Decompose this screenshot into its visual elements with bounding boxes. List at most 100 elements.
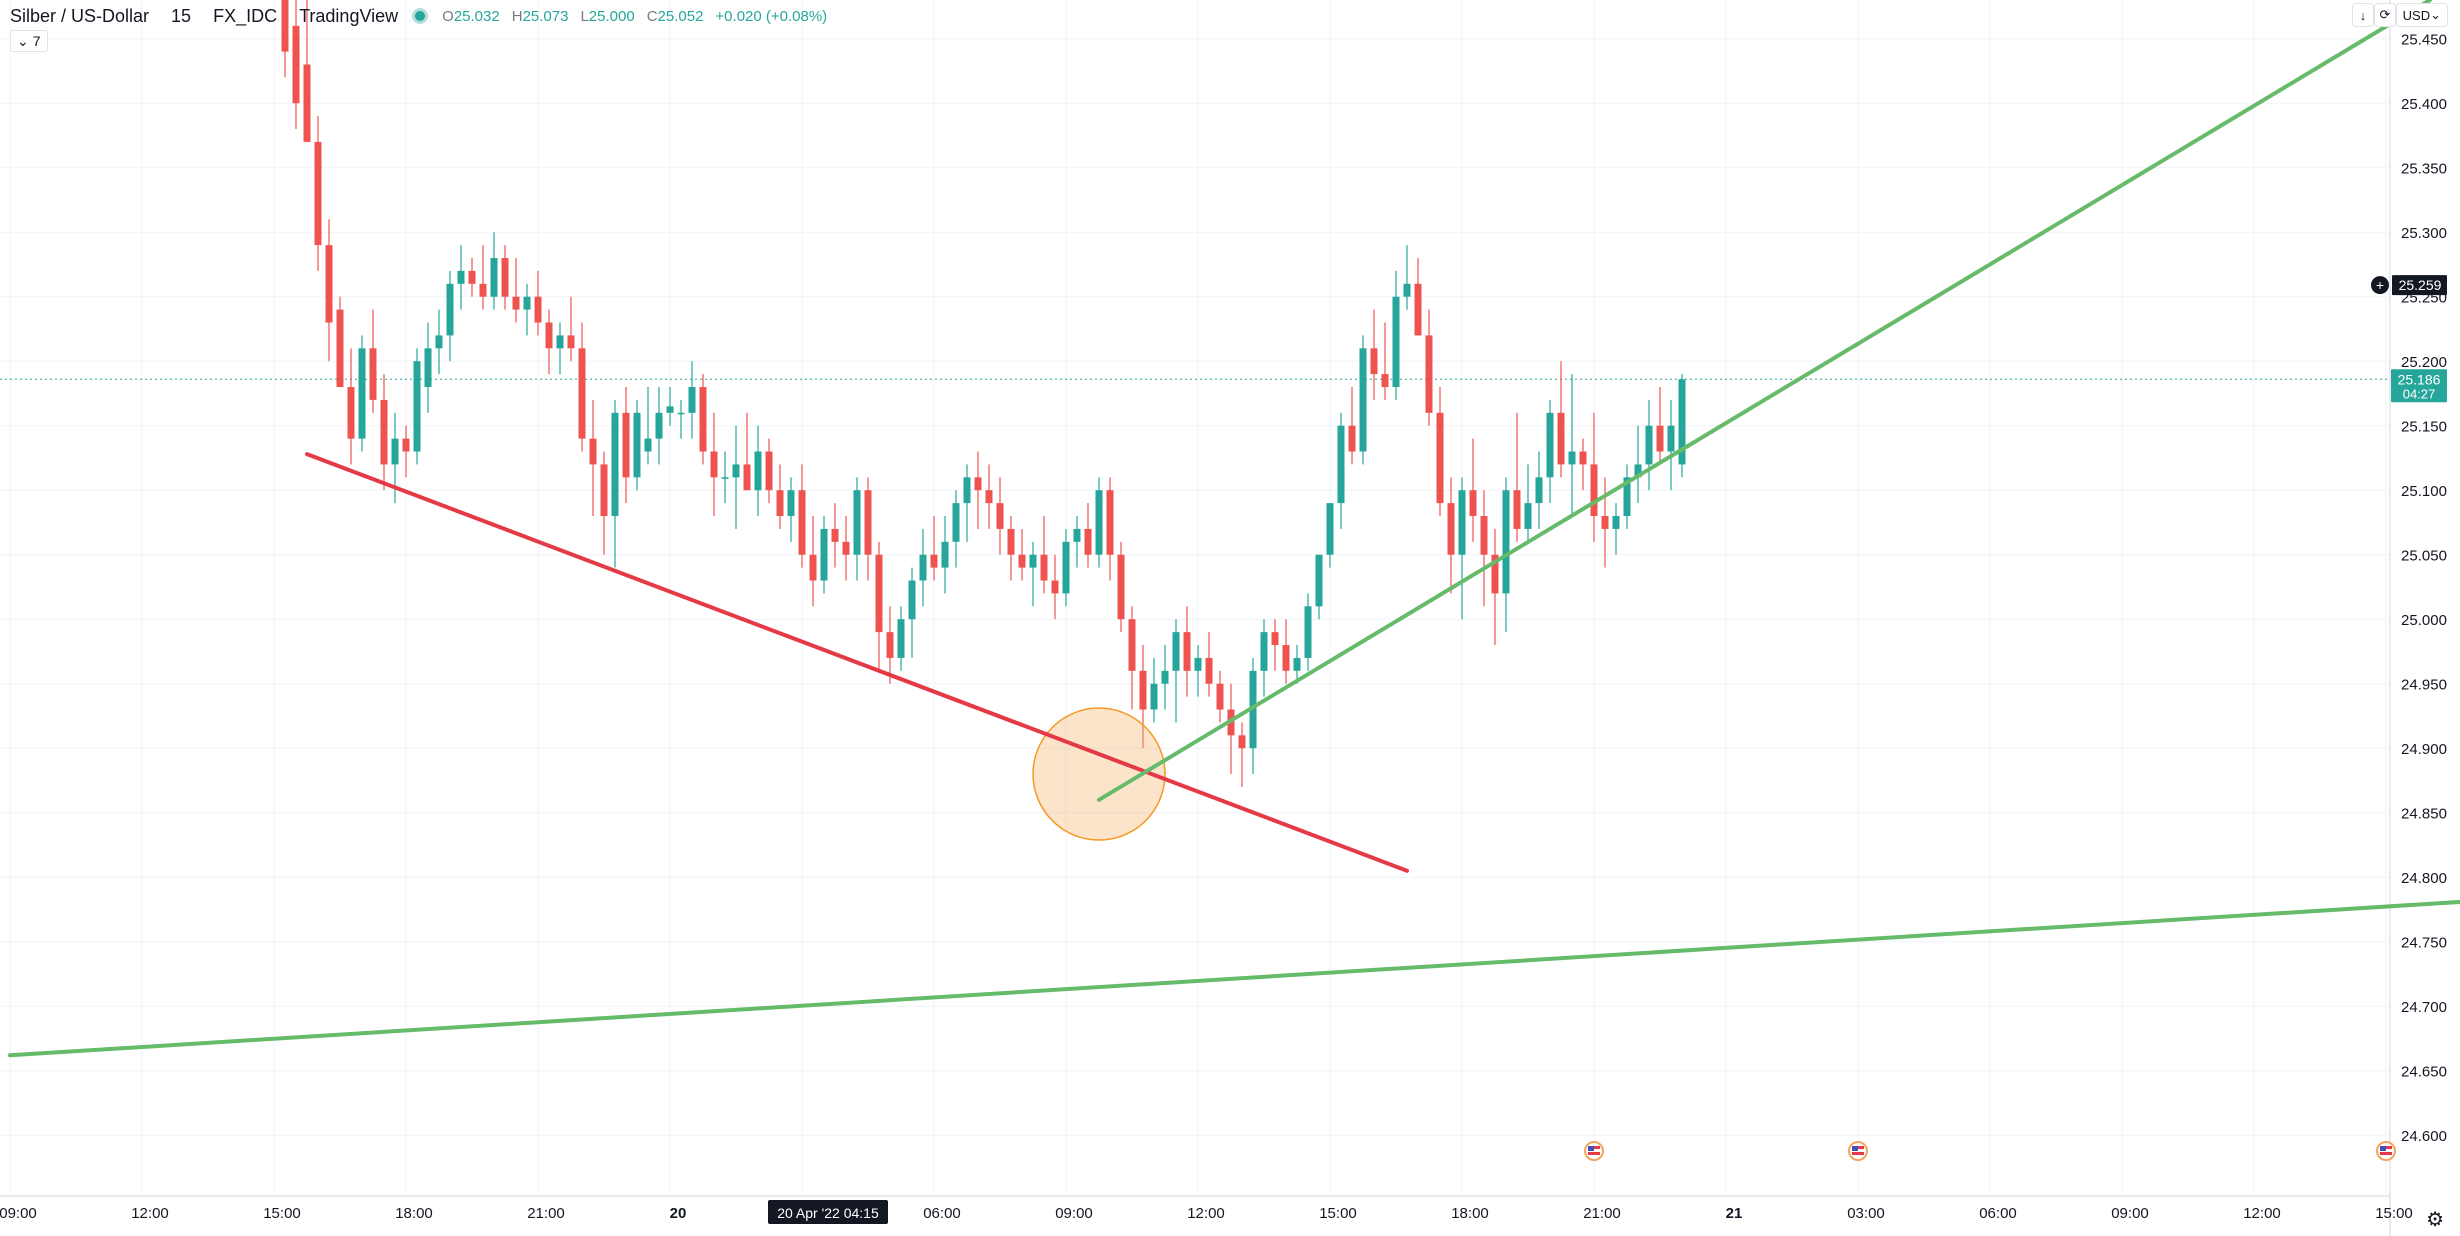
currency-select[interactable]: USD ⌄	[2395, 3, 2448, 27]
drawings	[8, 0, 2460, 1058]
candle-body	[1392, 296, 1400, 388]
candle-body	[919, 554, 927, 581]
candle-body	[1458, 490, 1466, 555]
add-alert-icon	[2371, 276, 2389, 295]
y-tick-label: 24.700	[2401, 999, 2447, 1016]
high-key: H	[511, 7, 523, 25]
cursor-price-label-bg	[2392, 275, 2447, 296]
candle-body	[732, 464, 740, 478]
candle-body	[1172, 632, 1180, 671]
candle-body	[1271, 632, 1279, 646]
y-tick-label: 24.800	[2401, 870, 2447, 887]
candle-body	[1205, 657, 1213, 684]
candle-body	[347, 387, 355, 439]
candle-body	[754, 451, 762, 491]
candle-body	[963, 477, 971, 504]
ohlc-values: O25.032 H25.073 L25.000 C25.052 +0.020 (…	[442, 8, 827, 25]
candle-body	[1667, 425, 1675, 452]
candle-body	[578, 348, 586, 439]
flag-stripe	[1588, 1152, 1600, 1155]
gear-icon[interactable]: ⚙	[2426, 1209, 2444, 1231]
candle-body	[1348, 425, 1356, 452]
candle-body	[1601, 516, 1609, 529]
candle-body	[897, 619, 905, 658]
x-tick-label: 03:00	[1847, 1205, 1885, 1222]
candle-body	[655, 412, 663, 439]
indicators-toggle[interactable]: ⌄ 7	[10, 30, 48, 52]
x-tick-label: 21:00	[527, 1205, 565, 1222]
candle-body	[1502, 490, 1510, 594]
candle-body	[809, 554, 817, 581]
candle-body	[1051, 580, 1059, 594]
x-tick-label: 12:00	[2243, 1205, 2281, 1222]
candle-body	[1337, 425, 1345, 504]
x-tick-label: 12:00	[131, 1205, 169, 1222]
candle-body	[721, 477, 729, 479]
y-tick-label: 24.850	[2401, 806, 2447, 823]
y-tick-label: 24.900	[2401, 741, 2447, 758]
candle-body	[688, 387, 696, 413]
candle-body	[402, 438, 410, 452]
long-support-line	[8, 899, 2460, 1058]
candle-body	[622, 412, 630, 478]
candle-body	[1095, 490, 1103, 555]
candle-body	[1524, 503, 1532, 529]
y-tick-label: 25.200	[2401, 354, 2447, 371]
refresh-icon[interactable]: ⟳	[2374, 3, 2396, 27]
symbol-name[interactable]: Silber / US-Dollar	[10, 5, 150, 26]
x-tick-label: 15:00	[263, 1205, 301, 1222]
market-status-icon[interactable]	[412, 8, 429, 24]
candle-body	[875, 554, 883, 633]
candle-body	[765, 451, 773, 491]
chevron-down-icon: ⌄	[2430, 7, 2441, 22]
candle-body	[1018, 554, 1026, 568]
candle-body	[666, 406, 674, 413]
candle-body	[281, 0, 289, 52]
candle-body	[1062, 541, 1070, 594]
candle-body	[1326, 503, 1334, 555]
candle-body	[1568, 451, 1576, 465]
candle-body	[677, 412, 685, 415]
candle-body	[1480, 516, 1488, 555]
candle-body	[292, 25, 300, 104]
last-price-label-bg	[2391, 369, 2447, 403]
y-tick-label: 25.300	[2401, 225, 2447, 242]
candle-body	[1381, 374, 1389, 388]
candle-body	[1238, 735, 1246, 749]
interval-label[interactable]: 15	[171, 5, 192, 26]
last-price-label: 25.186	[2398, 371, 2441, 387]
candle-body	[314, 141, 322, 246]
candle-body	[1403, 283, 1411, 297]
indicators-count: 7	[32, 33, 41, 49]
candle-body	[413, 361, 421, 452]
arrow-down-icon[interactable]: ↓	[2352, 3, 2374, 27]
candle-body	[1469, 490, 1477, 517]
candle-body	[1293, 657, 1301, 671]
flag-stripe	[1852, 1152, 1864, 1155]
candle-body	[985, 490, 993, 504]
y-tick-label: 25.150	[2401, 419, 2447, 436]
close-value: 25.052	[657, 7, 704, 25]
price-axis: 25.45025.40025.35025.30025.25025.20025.1…	[2401, 32, 2447, 1146]
y-tick-label: 24.750	[2401, 935, 2447, 952]
candle-body	[1447, 503, 1455, 555]
flag-canton	[1588, 1146, 1594, 1151]
candle-body	[908, 580, 916, 620]
candle-body	[424, 348, 432, 388]
x-tick-label: 06:00	[923, 1205, 961, 1222]
candle-body	[831, 528, 839, 542]
candle-body	[952, 503, 960, 542]
x-tick-label: 12:00	[1187, 1205, 1225, 1222]
candle-body	[1557, 412, 1565, 465]
candle-body	[1084, 528, 1092, 555]
candle-body	[1161, 670, 1169, 684]
candle-body	[776, 490, 784, 517]
candle-body	[468, 270, 476, 284]
low-key: L	[580, 7, 589, 25]
candle-body	[1315, 554, 1323, 607]
bar-countdown-label: 04:27	[2403, 386, 2436, 401]
candle-body	[336, 309, 344, 388]
high-value: 25.073	[522, 7, 569, 25]
candle-body	[1139, 670, 1147, 710]
